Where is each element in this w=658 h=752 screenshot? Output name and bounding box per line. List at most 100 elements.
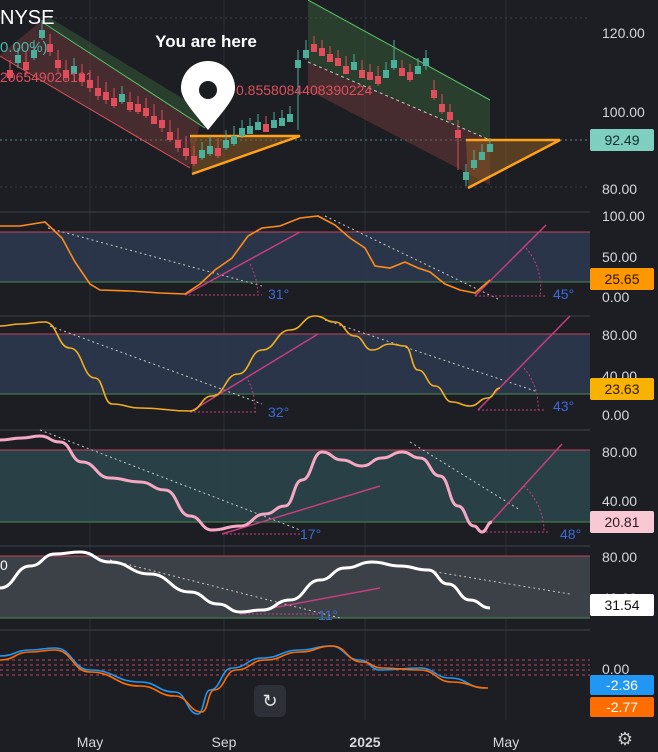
candle — [151, 104, 157, 124]
price-axis: 120.00 100.00 80.00 92.49 — [590, 25, 654, 197]
osc-1-band — [0, 232, 590, 282]
candle — [375, 66, 381, 86]
candle — [287, 106, 293, 122]
price-tick-120: 120.00 — [602, 25, 645, 41]
time-axis: May Sep 2025 May — [77, 734, 519, 750]
osc-4-value-tag — [590, 594, 654, 616]
callout-text: You are here — [155, 32, 257, 51]
candle — [159, 110, 165, 132]
candle — [231, 126, 237, 146]
candle — [167, 120, 173, 142]
osc-2-angle-2: 43° — [553, 398, 574, 414]
candle — [71, 58, 77, 76]
channel-1-top-line — [41, 21, 206, 129]
channel-2-top-line — [307, 0, 491, 101]
osc-3-angle-ray-1 — [221, 485, 381, 535]
osc-3-trend-1 — [39, 429, 301, 531]
candle — [207, 136, 213, 156]
candle — [295, 50, 301, 130]
macd-line — [0, 645, 486, 715]
osc-1-tick-100: 100.00 — [602, 208, 645, 224]
candle — [367, 64, 373, 80]
osc-3-tick-40: 40.00 — [602, 493, 637, 509]
candle — [143, 98, 149, 118]
candle — [383, 62, 389, 78]
macd-value: -2.36 — [606, 677, 638, 693]
exchange-label: NYSE — [0, 7, 54, 29]
candle — [431, 80, 437, 100]
candle — [95, 76, 101, 100]
price-pane: NYSE 0.00%) 206549028181 0.8558084408390… — [0, 0, 590, 190]
candle — [303, 40, 309, 60]
candle — [239, 120, 245, 138]
settings-button[interactable]: ⚙ — [614, 728, 636, 750]
candle — [415, 58, 421, 74]
osc-3-angle-1: 17° — [300, 526, 321, 542]
candle — [39, 20, 45, 40]
osc-1-value-tag — [590, 268, 654, 290]
macd-signal-value: -2.77 — [606, 699, 638, 715]
triangle-1-outline — [190, 134, 301, 176]
osc-4-trend-2 — [399, 565, 571, 595]
channel-1-upper — [40, 18, 215, 124]
candle — [463, 164, 469, 186]
candle — [319, 40, 325, 56]
candle — [247, 118, 253, 134]
current-price-value: 92.49 — [604, 132, 639, 148]
osc-4-angle-1: 11° — [318, 607, 338, 623]
osc-3-axis: 80.00 40.00 20.81 — [590, 444, 654, 533]
gear-icon: ⚙ — [616, 729, 634, 749]
osc-1-trend-2 — [324, 215, 501, 301]
osc-2-value-tag — [590, 378, 654, 400]
candle — [391, 40, 397, 70]
candle — [63, 60, 69, 80]
candle — [407, 64, 413, 82]
osc-1-angle-arc-1 — [249, 263, 259, 296]
candle — [487, 138, 493, 152]
time-label-may-2025: May — [493, 734, 519, 750]
osc-2-line — [0, 315, 501, 412]
osc-1-tick-0: 0.00 — [602, 289, 629, 305]
time-label-sep: Sep — [212, 734, 237, 750]
osc-2-angle-ray-1 — [189, 333, 319, 413]
candle — [135, 96, 141, 114]
macd-signal-line — [0, 645, 489, 713]
osc-2-value: 23.63 — [604, 381, 639, 397]
osc-1-axis: 100.00 50.00 0.00 25.65 — [590, 208, 654, 305]
osc-2-angle-arc-1 — [247, 379, 256, 413]
candle — [47, 34, 53, 56]
candle — [223, 130, 229, 150]
left-value-label: 206549028181 — [0, 69, 94, 85]
osc-3-trend-2 — [409, 441, 521, 511]
reset-chart-button[interactable]: ↻ — [254, 685, 286, 717]
candle — [79, 64, 85, 86]
osc-3-angle-2: 48° — [560, 526, 581, 542]
osc-4-pane — [0, 545, 590, 619]
macd-tick-0: 0.00 — [602, 661, 629, 677]
candle — [311, 36, 317, 52]
candle — [215, 138, 221, 158]
macd-axis: 0.00 -2.36 -2.77 — [590, 661, 654, 717]
rotate-left-icon: ↻ — [262, 690, 278, 711]
candle — [7, 60, 13, 80]
osc-3-value: 20.81 — [604, 514, 639, 530]
candles — [7, 20, 493, 186]
osc-1-angle-ray-2 — [474, 224, 547, 297]
candle — [175, 128, 181, 152]
candle — [327, 46, 333, 62]
candle — [183, 136, 189, 160]
macd-signal-tag — [590, 697, 654, 717]
price-tick-100: 100.00 — [602, 104, 645, 120]
channel-2-lower — [308, 62, 490, 185]
osc-1-pane — [0, 211, 590, 301]
candle — [87, 70, 93, 92]
candle — [119, 86, 125, 104]
osc-2-angle-1: 32° — [268, 404, 289, 420]
osc-3-line — [0, 434, 493, 534]
change-percent: 0.00%) — [0, 39, 48, 56]
candle — [479, 144, 485, 160]
candle — [279, 110, 285, 126]
osc-4-value: 31.54 — [604, 597, 639, 613]
candle — [263, 116, 269, 132]
